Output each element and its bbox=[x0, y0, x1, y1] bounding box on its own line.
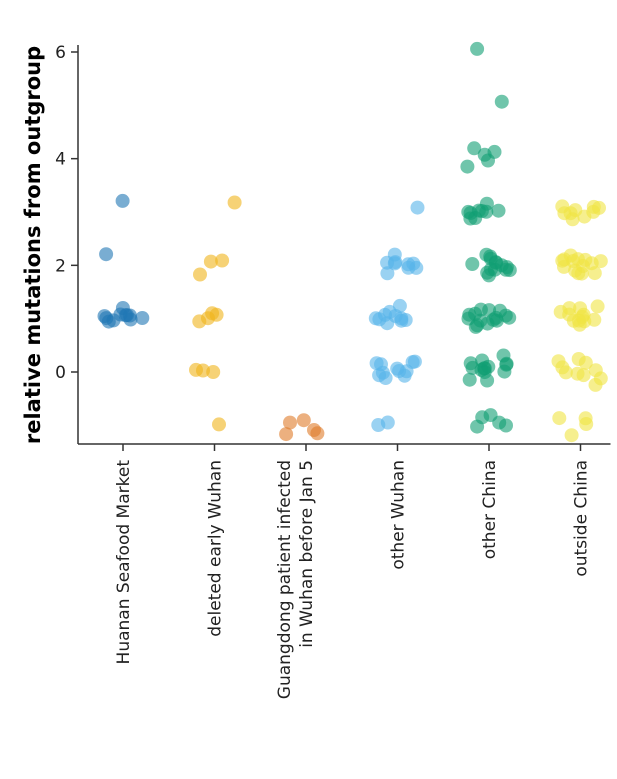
data-point bbox=[588, 377, 603, 392]
data-point bbox=[491, 203, 506, 218]
x-tick-label: Guangdong patient infected in Wuhan befor… bbox=[275, 460, 317, 699]
data-point bbox=[296, 413, 311, 428]
x-tick-label-line: in Wuhan before Jan 5 bbox=[297, 460, 317, 648]
data-point bbox=[212, 417, 226, 432]
x-tick-label: outside China bbox=[572, 460, 592, 577]
data-point bbox=[201, 311, 215, 326]
data-point bbox=[372, 368, 387, 383]
data-point bbox=[462, 372, 477, 387]
data-point bbox=[558, 365, 573, 380]
data-point bbox=[372, 312, 387, 327]
data-point bbox=[564, 428, 579, 443]
data-point bbox=[401, 260, 416, 275]
y-tick-label-2: 2 bbox=[55, 256, 66, 276]
y-tick-label-4: 4 bbox=[55, 150, 66, 170]
data-point bbox=[576, 368, 591, 383]
data-point bbox=[477, 361, 492, 376]
data-point bbox=[283, 415, 297, 430]
data-point bbox=[588, 363, 603, 378]
data-point bbox=[405, 355, 420, 370]
data-point bbox=[494, 94, 509, 109]
data-point bbox=[461, 204, 476, 219]
data-point bbox=[577, 314, 592, 329]
data-point bbox=[470, 419, 485, 434]
x-tick-label: other China bbox=[480, 460, 500, 559]
data-point bbox=[394, 311, 409, 326]
data-point bbox=[118, 308, 133, 323]
data-point bbox=[380, 266, 395, 281]
data-point bbox=[460, 159, 475, 174]
data-point bbox=[227, 195, 242, 210]
x-tick-label-line: deleted early Wuhan bbox=[206, 460, 226, 637]
data-point bbox=[586, 204, 601, 219]
data-point bbox=[410, 200, 425, 215]
data-point bbox=[479, 204, 494, 219]
data-point bbox=[215, 253, 230, 268]
y-tick-label-6: 6 bbox=[55, 43, 66, 63]
data-point bbox=[307, 423, 321, 437]
x-axis: Huanan Seafood Market deleted early Wuhan… bbox=[78, 443, 611, 699]
data-point bbox=[279, 427, 294, 442]
x-tick-label-line: other China bbox=[480, 460, 500, 559]
data-point bbox=[473, 313, 488, 328]
data-point bbox=[380, 255, 395, 270]
data-point bbox=[499, 418, 513, 433]
data-point bbox=[488, 255, 503, 270]
data-point bbox=[486, 312, 501, 327]
data-point bbox=[480, 373, 495, 388]
x-tick-label-line: outside China bbox=[572, 460, 592, 577]
data-point bbox=[99, 247, 114, 262]
x-tick-label-line: other Wuhan bbox=[389, 460, 409, 570]
x-tick-label-line: Guangdong patient infected bbox=[275, 460, 295, 699]
data-point bbox=[578, 355, 593, 370]
data-point bbox=[115, 193, 130, 208]
data-point bbox=[579, 417, 594, 431]
data-point bbox=[206, 365, 221, 379]
points-layer bbox=[97, 41, 608, 443]
data-point bbox=[502, 310, 517, 325]
data-point bbox=[502, 263, 517, 278]
y-tick-label-0: 0 bbox=[55, 363, 66, 383]
data-point bbox=[465, 257, 480, 271]
data-point bbox=[570, 252, 585, 267]
data-point bbox=[465, 360, 480, 375]
data-point bbox=[555, 253, 570, 268]
data-point bbox=[590, 299, 605, 314]
data-point bbox=[565, 212, 580, 227]
data-point bbox=[135, 311, 150, 325]
x-tick-label-line: Huanan Seafood Market bbox=[114, 460, 134, 665]
data-point bbox=[552, 411, 567, 426]
data-point bbox=[584, 256, 599, 271]
data-point bbox=[203, 254, 218, 269]
data-point bbox=[467, 141, 482, 156]
x-tick-label: deleted early Wuhan bbox=[206, 460, 226, 637]
data-point bbox=[497, 364, 512, 379]
data-point bbox=[99, 311, 114, 326]
data-point bbox=[371, 418, 386, 432]
data-point bbox=[571, 266, 586, 281]
data-point bbox=[193, 267, 207, 282]
y-axis-title: relative mutations from outgroup bbox=[21, 46, 45, 444]
data-point bbox=[390, 361, 405, 376]
data-point bbox=[470, 41, 485, 56]
data-point bbox=[562, 307, 577, 322]
x-tick-label: Huanan Seafood Market bbox=[114, 460, 134, 665]
y-axis: 0 2 4 6 bbox=[55, 43, 79, 444]
data-point bbox=[481, 153, 495, 168]
data-point bbox=[573, 301, 588, 316]
x-tick-label: other Wuhan bbox=[389, 460, 409, 570]
